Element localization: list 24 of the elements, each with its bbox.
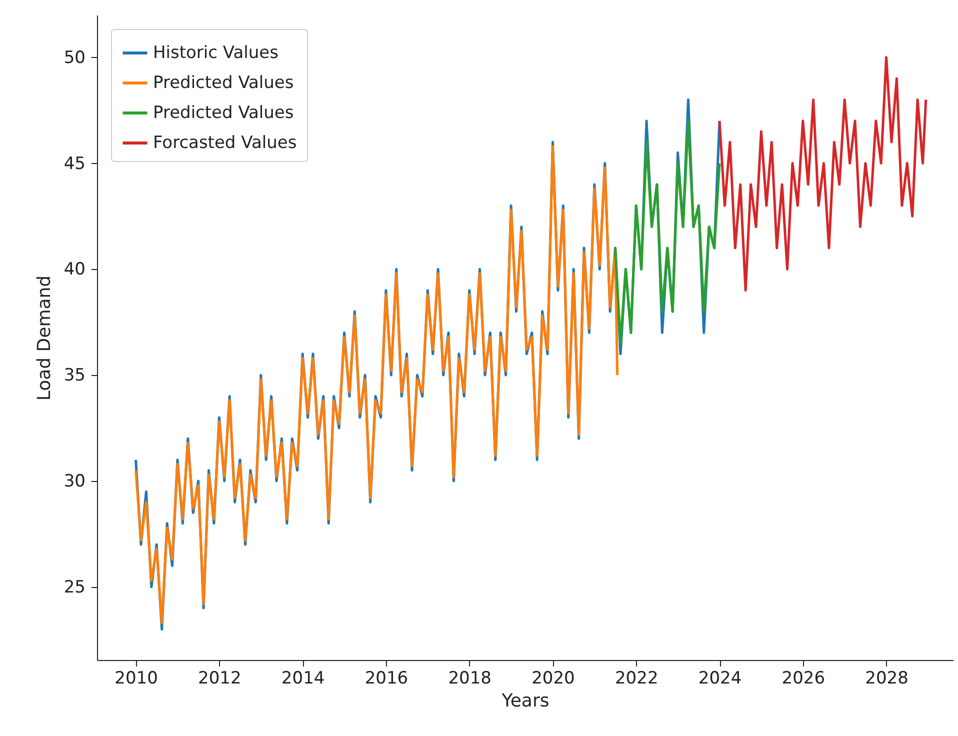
x-tick-label: 2016 [364,668,408,688]
legend-label: Historic Values [153,43,279,63]
y-tick-label: 40 [64,260,86,280]
x-tick-label: 2022 [614,668,658,688]
x-tick-label: 2020 [532,668,575,688]
line-series [614,120,721,345]
y-tick-label: 30 [64,472,86,492]
x-tick-label: 2012 [198,668,242,688]
y-tick-label: 50 [64,48,86,68]
y-tick-label: 45 [64,154,86,174]
x-axis-title: Years [500,690,550,712]
x-tick-label: 2018 [448,668,492,688]
x-tick-label: 2010 [114,668,158,688]
x-tick-label: 2026 [782,668,826,688]
y-axis-title: Load Demand [34,275,55,401]
legend-label: Forcasted Values [153,133,297,153]
x-tick-label: 2028 [865,668,908,688]
x-tick-label: 2024 [698,668,742,688]
legend-label: Predicted Values [153,73,294,93]
x-tick-label: 2014 [281,668,325,688]
y-tick-label: 25 [64,577,86,598]
y-tick-label: 35 [64,366,86,386]
legend-label: Predicted Values [153,103,294,123]
line-series [718,56,928,292]
